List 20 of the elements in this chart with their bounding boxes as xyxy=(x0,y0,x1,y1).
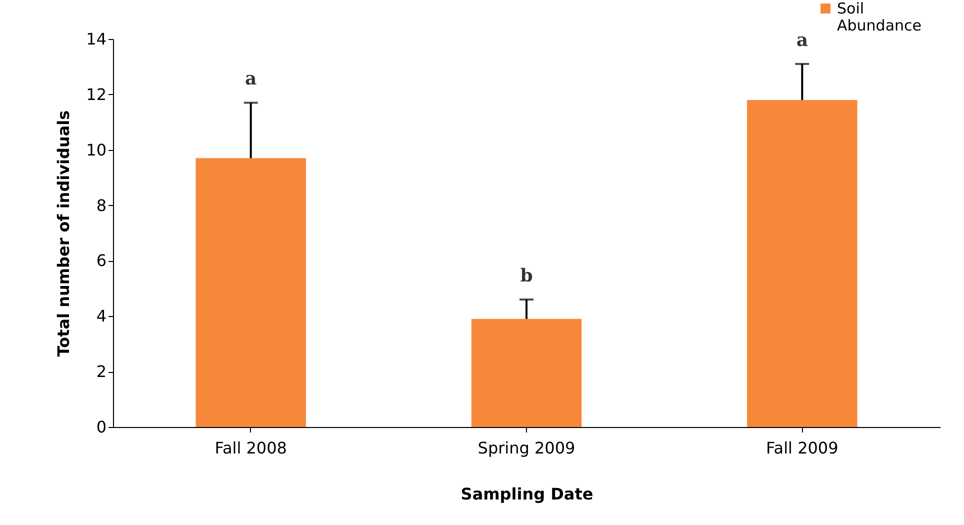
x-axis-title: Sampling Date xyxy=(460,484,594,504)
y-tick-label: 10 xyxy=(86,140,106,160)
y-tick-label: 0 xyxy=(96,418,106,436)
bar xyxy=(471,318,582,427)
x-tick-label: Fall 2009 xyxy=(766,438,838,458)
y-tick-label: 6 xyxy=(96,251,106,270)
bar xyxy=(196,158,306,427)
y-tick-label: 4 xyxy=(96,306,106,326)
annotation: a xyxy=(796,30,808,51)
bar xyxy=(747,100,858,427)
annotation: a xyxy=(244,68,257,90)
y-tick-label: 2 xyxy=(96,362,106,382)
y-tick-label: 12 xyxy=(86,84,106,104)
legend-label: Soil Abundance xyxy=(837,0,922,34)
x-tick-label: Spring 2009 xyxy=(478,438,576,458)
y-tick-label: 14 xyxy=(86,30,106,48)
y-tick-label: 8 xyxy=(96,196,106,215)
y-axis-title: Total number of individuals xyxy=(54,110,74,357)
annotation: b xyxy=(520,266,533,287)
x-tick-label: Fall 2008 xyxy=(214,438,287,458)
